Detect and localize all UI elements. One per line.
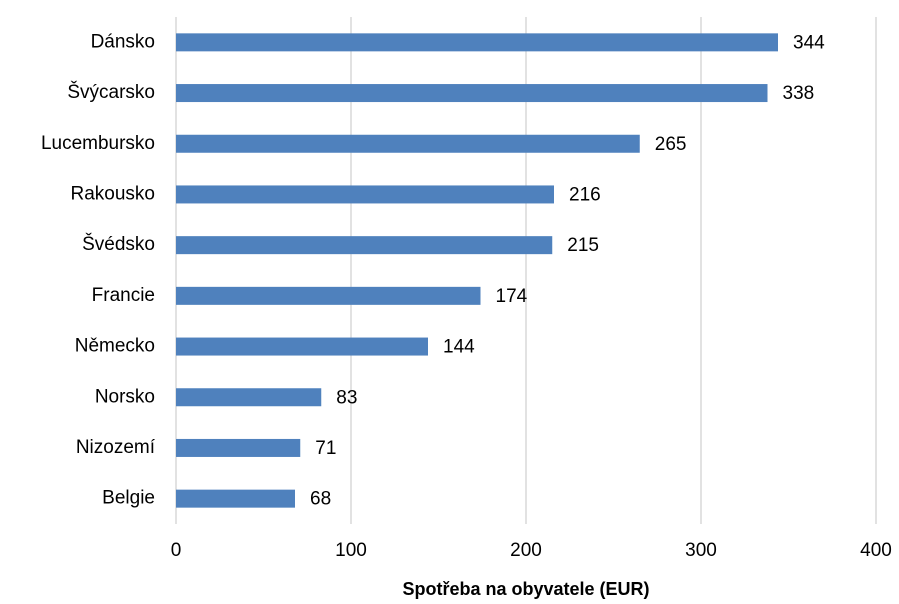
data-label: 265 — [655, 134, 687, 155]
y-tick-label: Dánsko — [91, 31, 155, 52]
bar — [176, 33, 778, 52]
y-tick-label: Lucembursko — [41, 133, 155, 154]
bar — [176, 388, 322, 407]
y-tick-label: Belgie — [102, 488, 155, 509]
y-tick-label: Švédsko — [82, 233, 155, 255]
data-label: 68 — [310, 489, 331, 510]
data-label: 144 — [443, 337, 475, 358]
bar — [176, 134, 640, 153]
x-tick-label: 200 — [510, 540, 542, 561]
y-tick-label: Norsko — [95, 386, 155, 407]
y-tick-label: Nizozemí — [76, 437, 156, 458]
bar — [176, 84, 768, 103]
bar — [176, 489, 295, 508]
data-label: 71 — [315, 438, 336, 459]
data-label: 338 — [783, 83, 815, 104]
bar — [176, 236, 553, 255]
x-tick-label: 300 — [685, 540, 717, 561]
bar — [176, 438, 301, 457]
data-label: 216 — [569, 184, 601, 205]
y-tick-label: Švýcarsko — [67, 81, 155, 103]
y-tick-label: Německo — [75, 336, 155, 357]
data-label: 344 — [793, 32, 825, 53]
data-label: 215 — [567, 235, 599, 256]
data-label: 83 — [336, 387, 357, 408]
bar — [176, 286, 481, 305]
bar — [176, 185, 554, 204]
x-tick-label: 400 — [860, 540, 892, 561]
x-tick-label: 100 — [335, 540, 367, 561]
data-label: 174 — [496, 286, 528, 307]
y-tick-label: Rakousko — [71, 183, 156, 204]
x-axis-title: Spotřeba na obyvatele (EUR) — [402, 579, 649, 599]
x-tick-label: 0 — [171, 540, 182, 561]
y-tick-label: Francie — [92, 285, 155, 306]
bar — [176, 337, 428, 356]
